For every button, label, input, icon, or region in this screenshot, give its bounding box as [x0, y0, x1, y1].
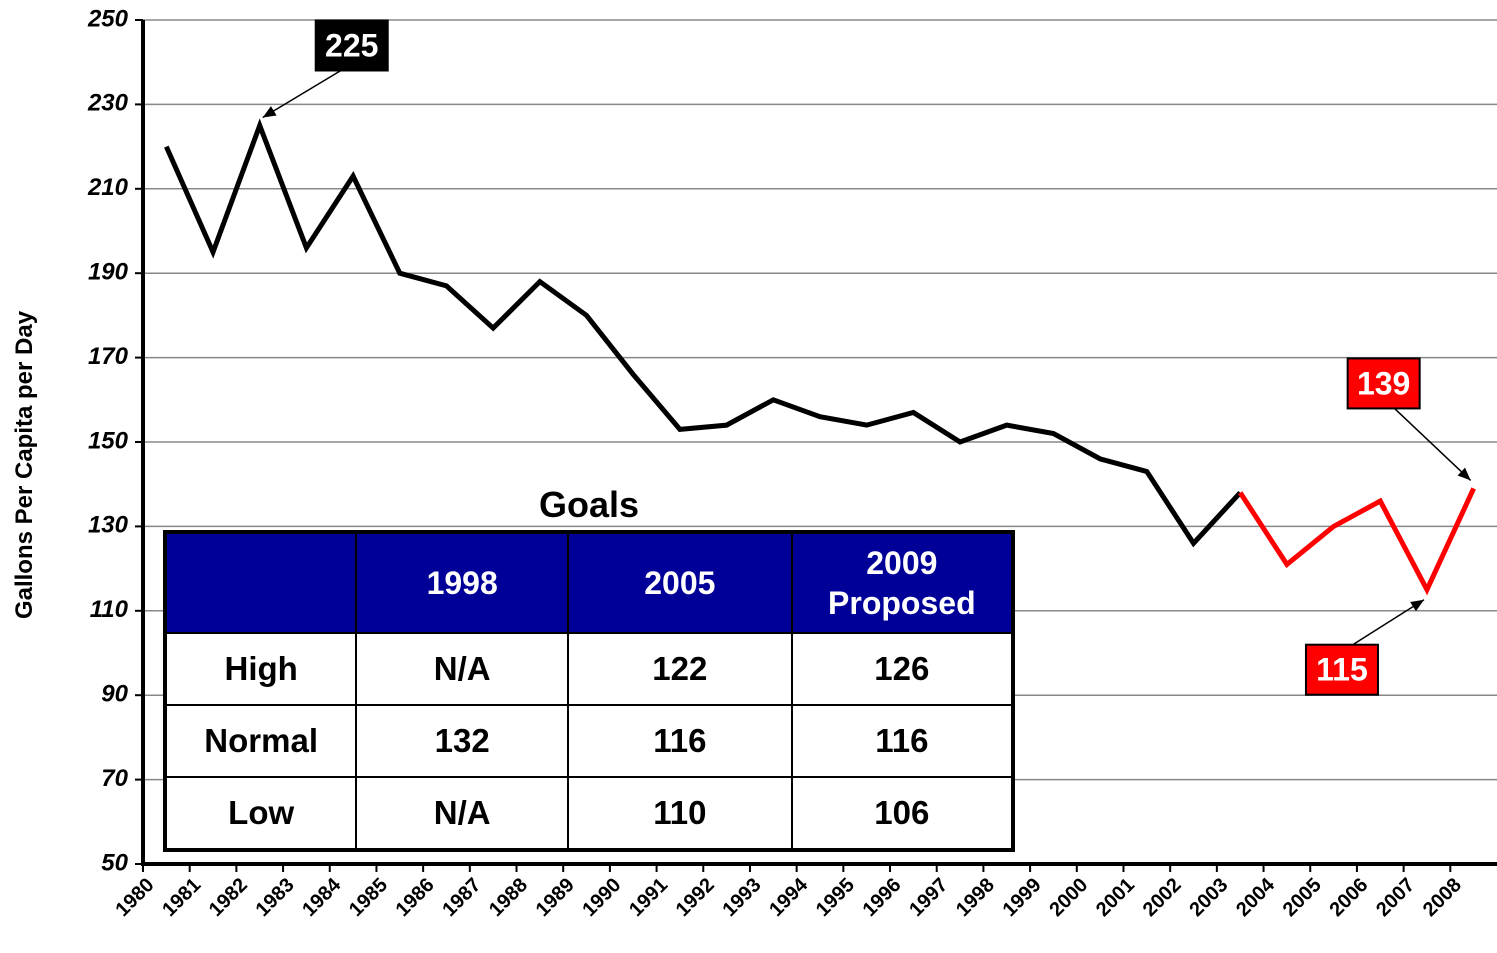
x-tick-label: 1984	[298, 873, 346, 921]
annotation-label: 139	[1357, 365, 1410, 401]
x-tick-label: 1997	[905, 874, 952, 921]
goals-table: Goals 1998 2005 2009 Proposed High N/A 122 12…	[163, 484, 1015, 852]
x-tick-label: 1988	[485, 874, 532, 921]
x-tick-label: 1998	[952, 874, 999, 921]
table-cell: Low	[163, 776, 358, 851]
x-tick-label: 1983	[252, 874, 299, 921]
table-cell: 106	[790, 776, 1015, 851]
table-cell: 126	[790, 632, 1015, 706]
table-row: Normal 132 116 116	[163, 704, 1015, 778]
x-tick-label: 1982	[205, 874, 252, 921]
x-tick-label: 1994	[765, 873, 813, 921]
y-tick-label: 250	[87, 5, 129, 32]
x-tick-label: 1995	[812, 874, 859, 921]
x-tick-label: 1996	[859, 874, 906, 921]
annotation-arrow	[1352, 599, 1425, 646]
x-tick-label: 2008	[1419, 874, 1466, 921]
x-tick-label: 1993	[718, 874, 765, 921]
annotation-box	[1304, 643, 1379, 696]
y-tick-label: 110	[90, 596, 129, 623]
x-tick-label: 1990	[578, 874, 625, 921]
x-tick-label: 1985	[345, 874, 392, 921]
table-cell: 132	[355, 704, 570, 778]
y-tick-label: 70	[101, 765, 128, 792]
table-row: High N/A 122 126	[163, 632, 1015, 706]
table-cell: 110	[567, 776, 793, 851]
line-series	[1238, 487, 1476, 596]
x-tick-label: 1999	[999, 874, 1046, 921]
y-tick-label: 50	[101, 849, 128, 876]
x-tick-label: 2005	[1279, 874, 1326, 921]
table-row: Low N/A 110 106	[163, 776, 1015, 851]
table-cell: N/A	[355, 776, 570, 851]
table-cell: Normal	[163, 704, 358, 778]
arrow-head	[262, 106, 277, 118]
header-cell: 1998	[355, 531, 570, 634]
x-tick-label: 2003	[1185, 874, 1232, 921]
x-tick-label: 2000	[1045, 874, 1092, 921]
x-tick-label: 1991	[625, 874, 672, 921]
x-tick-label: 1980	[112, 874, 159, 921]
header-cell: 2009 Proposed	[790, 531, 1015, 634]
y-tick-label: 190	[88, 259, 129, 286]
header-cell	[163, 531, 358, 634]
table-cell: 116	[567, 704, 793, 778]
annotation-label: 115	[1316, 652, 1368, 688]
annotation-box	[314, 19, 389, 72]
x-tick-label: 2007	[1372, 874, 1419, 921]
annotation-arrow	[1393, 407, 1472, 481]
table-cell: 116	[790, 704, 1015, 778]
y-axis-label: Gallons Per Capita per Day	[11, 310, 38, 619]
line-series	[164, 118, 1243, 548]
y-tick-label: 90	[101, 681, 128, 708]
y-tick-label: 210	[87, 174, 129, 201]
x-tick-label: 1987	[438, 874, 485, 921]
table-cell: High	[163, 632, 358, 706]
header-cell: 2005	[567, 531, 793, 634]
table: 1998 2005 2009 Proposed High N/A 122 126 Norma…	[163, 530, 1015, 852]
table-cell: 122	[567, 632, 793, 706]
table-title: Goals	[538, 484, 640, 525]
x-tick-label: 2004	[1232, 873, 1280, 921]
y-tick-label: 230	[87, 90, 129, 117]
x-tick-label: 1981	[158, 874, 205, 921]
x-tick-label: 2001	[1092, 874, 1139, 921]
annotation-label: 225	[325, 28, 378, 64]
annotation-arrow	[262, 69, 342, 119]
y-tick-label: 150	[88, 427, 129, 454]
annotation-box	[1346, 357, 1421, 410]
y-tick-label: 130	[88, 512, 129, 539]
x-tick-label: 1992	[672, 874, 719, 921]
arrow-head	[1457, 467, 1471, 481]
x-tick-label: 1989	[532, 874, 579, 921]
y-tick-label: 170	[88, 343, 129, 370]
table-cell: N/A	[355, 632, 570, 706]
x-tick-label: 1986	[392, 874, 439, 921]
arrow-head	[1410, 599, 1424, 612]
x-tick-label: 2002	[1139, 874, 1186, 921]
x-tick-label: 2006	[1325, 874, 1372, 921]
